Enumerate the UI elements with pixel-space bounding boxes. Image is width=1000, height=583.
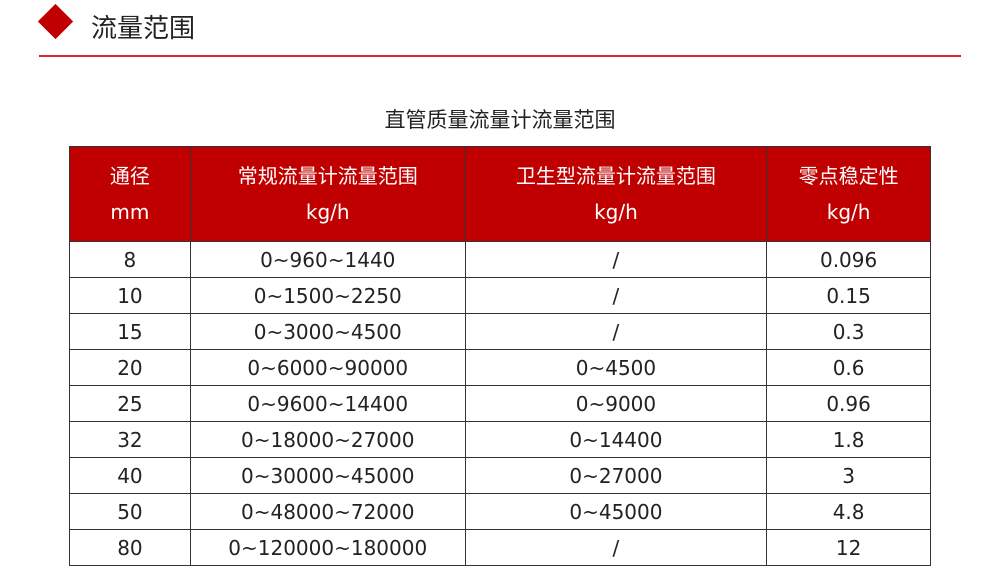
table-cell: 10 (69, 277, 191, 314)
table-cell: 0.096 (766, 241, 931, 278)
table-cell: 0~4500 (464, 349, 768, 386)
table-cell: 12 (766, 529, 931, 566)
table-cell: 15 (69, 313, 191, 350)
table-cell: 1.8 (766, 421, 931, 458)
table-row: 32 0~18000~27000 0~14400 1.8 (69, 421, 931, 458)
diamond-icon (37, 3, 74, 40)
table-cell: / (464, 313, 768, 350)
table-cell: 40 (69, 457, 191, 494)
header-label: 零点稳定性 (798, 164, 899, 188)
table-row: 20 0~6000~90000 0~4500 0.6 (69, 349, 931, 386)
table-row: 50 0~48000~72000 0~45000 4.8 (69, 493, 931, 530)
table-cell: 0~6000~90000 (189, 349, 466, 386)
header-unit: kg/h (826, 200, 871, 224)
table-cell: 3 (766, 457, 931, 494)
column-header: 卫生型流量计流量范围 kg/h (464, 146, 768, 242)
table-cell: 0.96 (766, 385, 931, 422)
table-cell: 0~18000~27000 (189, 421, 466, 458)
table-cell: 25 (69, 385, 191, 422)
header-unit: kg/h (594, 200, 638, 224)
table-cell: 0~9600~14400 (189, 385, 466, 422)
table-cell: / (464, 277, 768, 314)
table-cell: 0~120000~180000 (189, 529, 466, 566)
table-cell: 20 (69, 349, 191, 386)
table-cell: 32 (69, 421, 191, 458)
table-cell: 0~27000 (464, 457, 768, 494)
table-cell: 80 (69, 529, 191, 566)
table-row: 10 0~1500~2250/0.15 (69, 277, 931, 314)
table-cell: 0~3000~4500 (189, 313, 466, 350)
table-cell: 0~9000 (464, 385, 768, 422)
header-label: 通径 (109, 164, 150, 188)
table-cell: 0~960~1440 (189, 241, 466, 278)
table-cell: 4.8 (766, 493, 931, 530)
table-row: 15 0~3000~4500/0.3 (69, 313, 931, 350)
table-row: 25 0~9600~14400 0~9000 0.96 (69, 385, 931, 422)
column-header: 常规流量计流量范围 kg/h (189, 146, 466, 242)
table-cell: 0~48000~72000 (189, 493, 466, 530)
table-cell: 0~30000~45000 (189, 457, 466, 494)
table-cell: 0~1500~2250 (189, 277, 466, 314)
table-cell: 0~45000 (464, 493, 768, 530)
section-title: 流量范围 (91, 14, 196, 44)
table-cell: / (464, 529, 768, 566)
header-unit: mm (110, 200, 150, 224)
table-cell: / (464, 241, 768, 278)
table-cell: 8 (69, 241, 191, 278)
table-cell: 50 (69, 493, 191, 530)
header-label: 卫生型流量计流量范围 (515, 164, 716, 188)
flow-range-table: 通径 mm 常规流量计流量范围 kg/h 卫生型流量计流量范围 kg/h 零点稳定性 kg/h… (69, 146, 931, 566)
table-row: 40 0~30000~45000 0~27000 3 (69, 457, 931, 494)
column-header: 零点稳定性 kg/h (766, 146, 931, 242)
table-cell: 0~14400 (464, 421, 768, 458)
header-label: 常规流量计流量范围 (237, 164, 418, 188)
table-cell: 0.6 (766, 349, 931, 386)
header-row: 通径 mm 常规流量计流量范围 kg/h 卫生型流量计流量范围 kg/h 零点稳定性 kg/h (69, 146, 931, 242)
table-cell: 0.15 (766, 277, 931, 314)
column-header: 通径 mm (69, 146, 191, 242)
header-unit: kg/h (305, 200, 350, 224)
table-cell: 0.3 (766, 313, 931, 350)
table-caption: 直管质量流量计流量范围 (384, 108, 616, 132)
table-row: 8 0~960~1440/0.096 (69, 241, 931, 278)
table-row: 80 0~120000~180000/12 (69, 529, 931, 566)
divider (39, 55, 961, 57)
